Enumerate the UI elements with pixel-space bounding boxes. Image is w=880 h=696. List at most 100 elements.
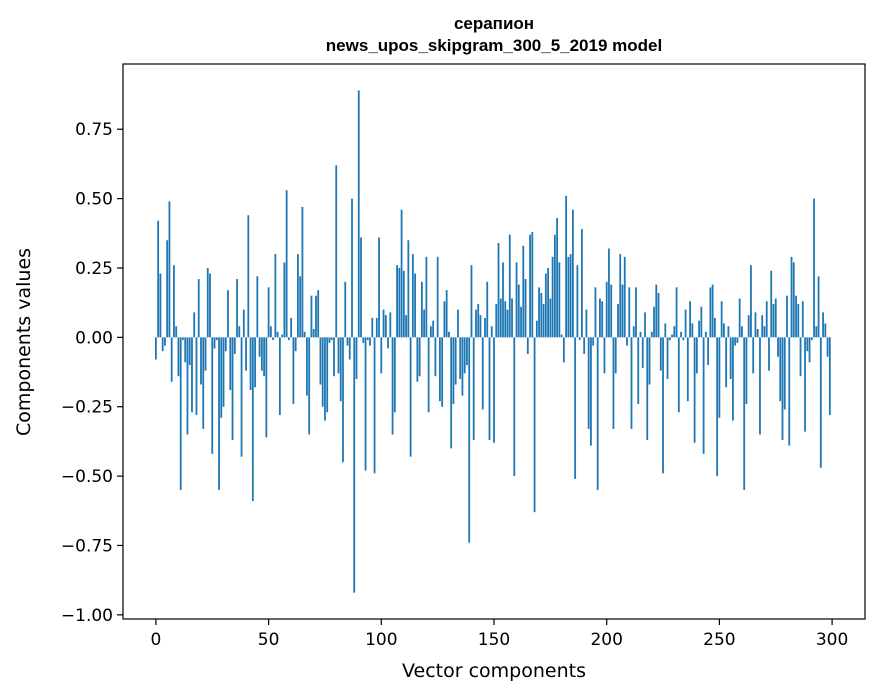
bar-250 xyxy=(718,337,721,418)
y-tick-label-0: −1.00 xyxy=(61,606,113,626)
bar-186 xyxy=(574,337,577,479)
bar-64 xyxy=(299,276,302,338)
bar-145 xyxy=(481,337,484,410)
bar-188 xyxy=(578,337,581,341)
bar-235 xyxy=(684,309,687,338)
bar-208 xyxy=(623,256,626,338)
bar-22 xyxy=(204,337,207,371)
bar-33 xyxy=(229,337,232,391)
y-tick-label-5: 0.25 xyxy=(75,259,113,279)
bar-258 xyxy=(736,337,739,343)
bar-14 xyxy=(186,337,189,435)
bar-12 xyxy=(182,337,184,341)
bar-147 xyxy=(486,281,489,338)
bar-113 xyxy=(409,337,412,457)
bar-156 xyxy=(506,309,509,338)
bar-179 xyxy=(558,262,561,338)
bar-266 xyxy=(754,312,757,338)
bar-62 xyxy=(294,337,297,352)
bar-103 xyxy=(387,337,389,349)
bar-172 xyxy=(542,304,545,338)
bar-146 xyxy=(484,317,486,338)
bar-140 xyxy=(470,265,473,338)
bar-176 xyxy=(551,256,554,338)
bar-11 xyxy=(179,337,182,490)
bar-35 xyxy=(233,337,236,354)
bar-53 xyxy=(274,254,277,338)
bar-280 xyxy=(786,295,788,338)
chart-title-line-1: серапион xyxy=(454,14,534,33)
bar-202 xyxy=(610,284,613,338)
bar-45 xyxy=(256,276,259,338)
bar-218 xyxy=(646,337,649,441)
bar-181 xyxy=(562,337,565,363)
bar-223 xyxy=(657,292,660,338)
bar-194 xyxy=(592,337,595,346)
bar-260 xyxy=(741,326,743,338)
bar-216 xyxy=(641,337,644,368)
bar-124 xyxy=(434,337,437,377)
bar-31 xyxy=(224,337,227,352)
bar-272 xyxy=(768,337,770,371)
bar-123 xyxy=(432,320,435,338)
bar-286 xyxy=(799,337,802,377)
bar-270 xyxy=(763,326,766,338)
bar-98 xyxy=(375,317,378,338)
y-axis-label: Components values xyxy=(13,248,35,436)
x-tick-label-2: 100 xyxy=(365,630,397,650)
bar-83 xyxy=(342,337,344,463)
bar-86 xyxy=(348,337,351,360)
bar-15 xyxy=(188,337,191,366)
bar-2 xyxy=(159,273,162,338)
bar-1 xyxy=(157,220,160,338)
bar-117 xyxy=(418,337,421,377)
bar-263 xyxy=(747,315,750,338)
bar-7 xyxy=(170,337,173,382)
bar-221 xyxy=(653,306,655,338)
bar-199 xyxy=(603,337,606,374)
bar-275 xyxy=(774,298,777,338)
chart-title: серапион news_upos_skipgram_300_5_2019 m… xyxy=(326,14,662,55)
bar-120 xyxy=(425,256,428,338)
bar-213 xyxy=(635,287,637,338)
bar-255 xyxy=(729,337,732,379)
bar-281 xyxy=(788,337,791,446)
bar-107 xyxy=(396,265,398,338)
bar-21 xyxy=(202,337,205,429)
bar-41 xyxy=(247,215,250,338)
bar-138 xyxy=(466,337,468,366)
bar-253 xyxy=(725,337,728,388)
bar-241 xyxy=(698,320,701,338)
bar-115 xyxy=(414,273,417,338)
bar-249 xyxy=(716,337,719,477)
bar-32 xyxy=(227,290,229,338)
bar-201 xyxy=(608,248,610,338)
bar-151 xyxy=(495,304,498,338)
bar-10 xyxy=(177,337,180,377)
bar-43 xyxy=(251,337,254,502)
bar-93 xyxy=(364,337,367,471)
bar-87 xyxy=(351,198,353,338)
bar-60 xyxy=(290,317,293,338)
bar-291 xyxy=(810,337,813,341)
bar-265 xyxy=(752,337,755,374)
bar-50 xyxy=(267,287,270,338)
bar-9 xyxy=(175,326,178,338)
bar-257 xyxy=(734,337,737,346)
bar-99 xyxy=(378,237,380,338)
x-tick-label-1: 50 xyxy=(258,630,280,650)
bar-108 xyxy=(398,267,401,338)
bar-24 xyxy=(209,273,211,338)
bar-85 xyxy=(346,337,349,346)
bar-116 xyxy=(416,337,419,382)
bar-198 xyxy=(601,301,604,338)
chart-title-line-2: news_upos_skipgram_300_5_2019 model xyxy=(326,36,662,55)
bar-247 xyxy=(711,284,714,338)
bar-0 xyxy=(155,337,157,360)
bar-166 xyxy=(529,234,531,338)
bar-48 xyxy=(263,337,265,377)
bar-8 xyxy=(173,265,175,338)
bar-220 xyxy=(650,331,653,338)
bar-231 xyxy=(675,287,678,338)
bar-49 xyxy=(265,337,268,438)
